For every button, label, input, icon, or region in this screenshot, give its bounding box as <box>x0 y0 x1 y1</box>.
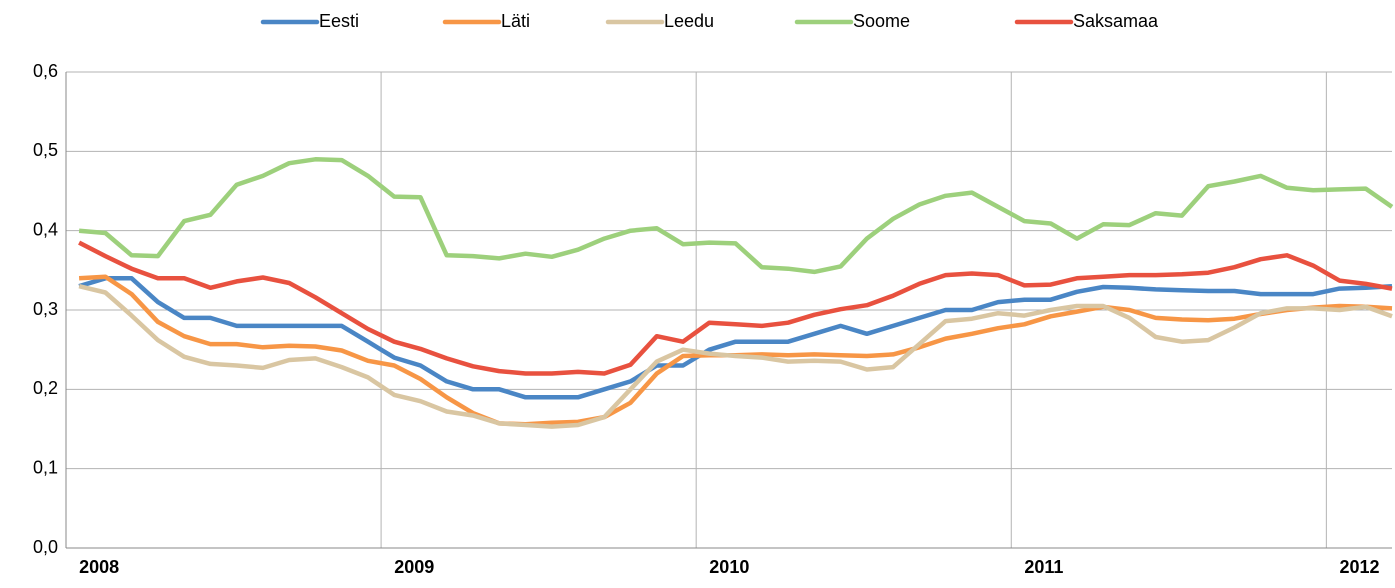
x-tick-label: 2008 <box>79 557 119 577</box>
x-tick-label: 2012 <box>1339 557 1379 577</box>
series-line <box>78 284 1393 429</box>
legend-label: Eesti <box>319 11 359 31</box>
series-line <box>78 157 1394 275</box>
legend-label: Läti <box>501 11 530 31</box>
series-line <box>78 276 1393 400</box>
legend-label: Leedu <box>664 11 714 31</box>
x-tick-label: 2009 <box>394 557 434 577</box>
series-line <box>78 240 1393 376</box>
y-tick-label: 0,1 <box>33 457 58 477</box>
y-tick-label: 0,6 <box>33 61 58 81</box>
y-tick-label: 0,4 <box>33 219 58 239</box>
y-tick-label: 0,3 <box>33 299 58 319</box>
y-tick-label: 0,5 <box>33 140 58 160</box>
x-tick-label: 2010 <box>709 557 749 577</box>
x-tick-label: 2011 <box>1024 557 1063 577</box>
y-tick-label: 0,2 <box>33 378 58 398</box>
y-tick-label: 0,0 <box>33 537 58 557</box>
series-line <box>78 274 1393 427</box>
legend-label: Saksamaa <box>1073 11 1159 31</box>
legend-label: Soome <box>853 11 910 31</box>
